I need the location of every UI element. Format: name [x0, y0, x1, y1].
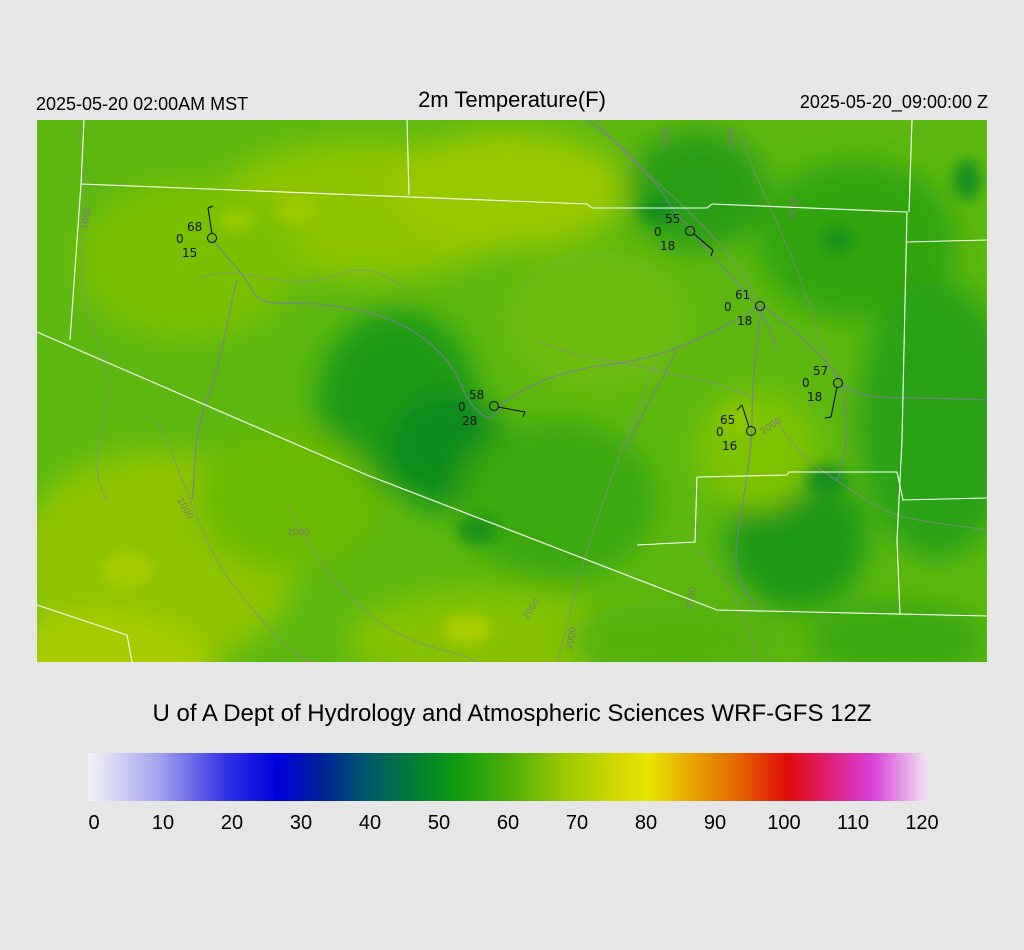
contour-label: 2000 [685, 586, 699, 611]
colorbar-tick-label: 120 [905, 812, 939, 834]
station-value: 0 [176, 232, 184, 246]
station-plot: 58 0 28 [458, 388, 526, 428]
local-time-label: 2025-05-20 02:00AM MST [36, 94, 249, 114]
colorbar-tick-label: 60 [496, 812, 520, 834]
terrain-contours [76, 120, 987, 662]
contour-label: 2000 [287, 528, 310, 538]
station-temp: 57 [813, 364, 828, 378]
station-value: 16 [722, 439, 737, 453]
temperature-field [37, 120, 987, 662]
station-plot: 61 0 18 [724, 288, 765, 328]
station-value: 28 [462, 414, 477, 428]
station-plot: 55 0 18 [654, 212, 714, 257]
station-value: 18 [660, 239, 675, 253]
colorbar-tick-label: 30 [289, 812, 313, 834]
station-value: 15 [182, 246, 197, 260]
station-value: 18 [807, 390, 822, 404]
station-temp: 58 [469, 388, 484, 402]
contour-label: 2000 [662, 127, 672, 150]
station-value: 0 [458, 400, 466, 414]
contour-label: 2000 [787, 196, 801, 221]
station-plot: 57 0 18 [802, 364, 843, 419]
colorbar-tick-label: 20 [220, 812, 244, 834]
colorbar-tick-label: 40 [358, 812, 382, 834]
colorbar-tick-label: 50 [427, 812, 451, 834]
station-value: 0 [802, 376, 810, 390]
station-temp: 61 [735, 288, 750, 302]
station-temp: 68 [187, 220, 202, 234]
contour-label: 2000 [565, 626, 579, 651]
station-value: 0 [724, 300, 732, 314]
utc-time-label: 2025-05-20_09:00:00 Z [799, 92, 988, 112]
boundaries [37, 120, 987, 662]
colorbar-tick-label: 90 [703, 812, 727, 834]
colorbar-tick-label: 0 [88, 812, 100, 834]
station-plot: 68 0 15 [176, 205, 217, 260]
contour-label: 2000 [727, 127, 737, 150]
station-plot: 65 0 16 [716, 404, 756, 453]
colorbar-tick-label: 70 [565, 812, 589, 834]
station-temp: 65 [720, 413, 735, 427]
colorbar-tick-label: 110 [837, 812, 869, 834]
colorbar-tick-label: 100 [767, 812, 801, 834]
contour-label: 1000 [80, 206, 94, 231]
temperature-colorbar [88, 753, 928, 801]
model-credit: U of A Dept of Hydrology and Atmospheric… [152, 700, 872, 727]
station-value: 18 [737, 314, 752, 328]
station-plots: 68 0 15 55 0 18 61 0 18 57 0 18 [176, 205, 843, 453]
colorbar-tick-label: 80 [634, 812, 658, 834]
colorbar-ticks: 0 10 20 30 40 50 60 70 80 90 100 110 120 [88, 812, 938, 838]
station-value: 0 [654, 225, 662, 239]
map-title: 2m Temperature(F) [418, 87, 606, 112]
station-value: 0 [716, 425, 724, 439]
colorbar-tick-label: 10 [151, 812, 175, 834]
temperature-map: 1000 1000 2000 2000 2000 2000 2000 2000 … [37, 120, 987, 662]
station-temp: 55 [665, 212, 680, 226]
